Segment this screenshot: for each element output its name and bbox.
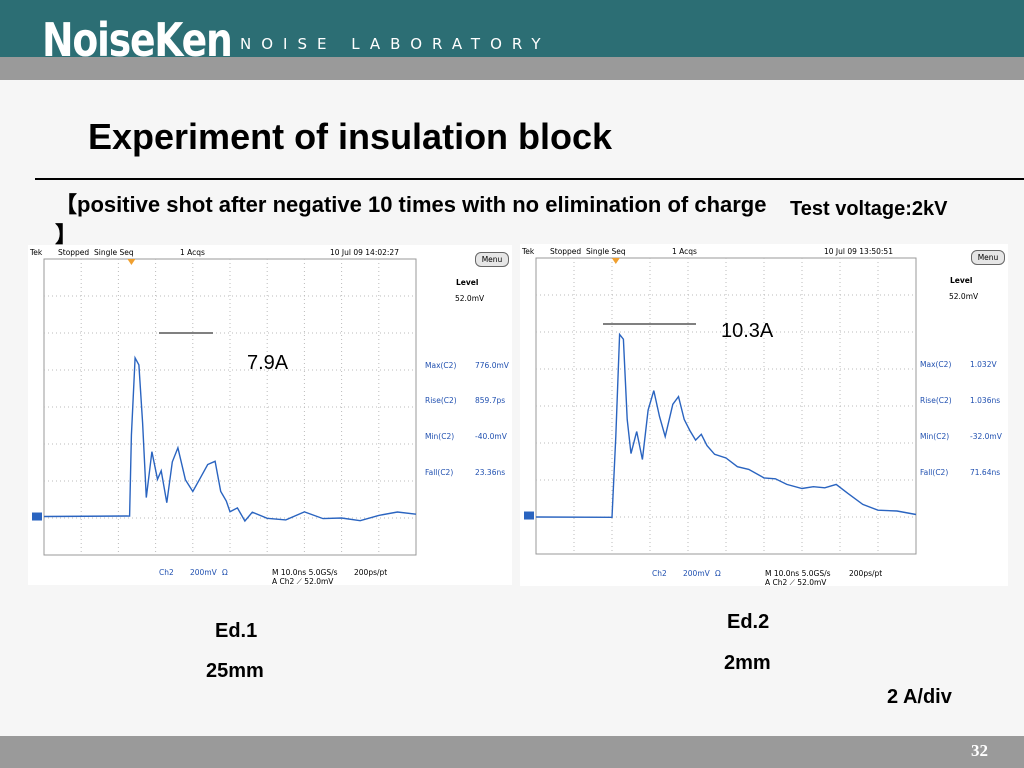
bottom-sample-rate: 200ps/pt: [354, 568, 388, 577]
bottom-channel: Ch2: [159, 568, 174, 577]
meas-min-value: -40.0mV: [475, 432, 507, 441]
trigger-marker: [127, 259, 136, 265]
tagline: NOISE LABORATORY: [240, 35, 551, 53]
page-number: 32: [971, 741, 988, 760]
channel-ground-marker: [524, 511, 534, 520]
level-label: Level: [950, 276, 973, 285]
meas-min-label: Min(C2): [425, 432, 455, 441]
meas-max-value: 1.032V: [970, 360, 997, 369]
scale-label: 2 A/div: [887, 686, 952, 708]
channel-ground-marker: [32, 512, 42, 521]
meas-max-label: Max(C2): [425, 361, 457, 370]
bottom-vdiv: 200mV: [683, 569, 710, 578]
meas-fall-label: Fall(C2): [425, 468, 454, 477]
scope-datetime: 10 Jul 09 14:02:27: [330, 248, 399, 257]
meas-max-label: Max(C2): [920, 360, 952, 369]
edition-label-1: Ed.1: [215, 620, 258, 642]
header-strip: [0, 57, 1024, 80]
waveform-plot: [32, 258, 417, 556]
meas-rise-value: 859.7ps: [475, 396, 506, 405]
bottom-trigger: A Ch2 ⟋ 52.0mV: [765, 578, 827, 587]
meas-rise-label: Rise(C2): [920, 396, 952, 405]
scope-datetime: 10 Jul 09 13:50:51: [824, 247, 893, 256]
peak-current-label-2: 10.3A: [721, 320, 774, 342]
bottom-sample-rate: 200ps/pt: [849, 569, 883, 578]
footer-band: [0, 736, 1024, 768]
trigger-marker: [611, 258, 620, 264]
title-rule: [35, 178, 1024, 180]
bottom-trigger: A Ch2 ⟋ 52.0mV: [272, 577, 334, 586]
thickness-label-2: 2mm: [724, 652, 771, 674]
meas-min-label: Min(C2): [920, 432, 950, 441]
waveform-trace: [535, 332, 917, 519]
bottom-impedance: Ω: [715, 569, 721, 578]
test-voltage: Test voltage:2kV: [790, 198, 948, 220]
edition-label-2: Ed.2: [727, 611, 770, 633]
level-value: 52.0mV: [949, 292, 979, 301]
oscilloscope-capture-2: Tek Stopped Single Seq 1 Acqs 10 Jul 09 …: [520, 244, 1008, 587]
bottom-vdiv: 200mV: [190, 568, 217, 577]
level-label: Level: [456, 278, 479, 287]
scope-menu-button[interactable]: Menu: [475, 252, 509, 267]
scope-acqs: 1 Acqs: [180, 248, 205, 257]
scope-status: Stopped: [550, 247, 582, 256]
slide-subtitle: 【positive shot after negative 10 times w…: [55, 192, 767, 247]
meas-rise-value: 1.036ns: [970, 396, 1001, 405]
meas-fall-value: 23.36ns: [475, 468, 506, 477]
meas-rise-label: Rise(C2): [425, 396, 457, 405]
header-band: [0, 0, 1024, 57]
slide-title: Experiment of insulation block: [88, 116, 613, 157]
waveform-plot: [524, 257, 917, 555]
scope-status: Stopped: [58, 248, 90, 257]
thickness-label-1: 25mm: [206, 660, 264, 682]
scope-menu-button[interactable]: Menu: [971, 250, 1005, 265]
level-value: 52.0mV: [455, 294, 485, 303]
peak-current-label-1: 7.9A: [247, 352, 289, 374]
waveform-trace: [43, 355, 417, 523]
meas-max-value: 776.0mV: [475, 361, 509, 370]
meas-fall-value: 71.64ns: [970, 468, 1001, 477]
bottom-channel: Ch2: [652, 569, 667, 578]
meas-min-value: -32.0mV: [970, 432, 1002, 441]
bottom-timebase: M 10.0ns 5.0GS/s: [272, 568, 338, 577]
meas-fall-label: Fall(C2): [920, 468, 949, 477]
scope-brand: Tek: [522, 247, 535, 256]
bottom-impedance: Ω: [222, 568, 228, 577]
noiseken-logo: NoiseKen: [42, 13, 233, 67]
scope-mode: Single Seq: [586, 247, 626, 256]
scope-brand: Tek: [30, 248, 43, 257]
bottom-timebase: M 10.0ns 5.0GS/s: [765, 569, 831, 578]
oscilloscope-capture-1: Tek Stopped Single Seq 1 Acqs 10 Jul 09 …: [28, 245, 512, 586]
scope-mode: Single Seq: [94, 248, 134, 257]
scope-acqs: 1 Acqs: [672, 247, 697, 256]
